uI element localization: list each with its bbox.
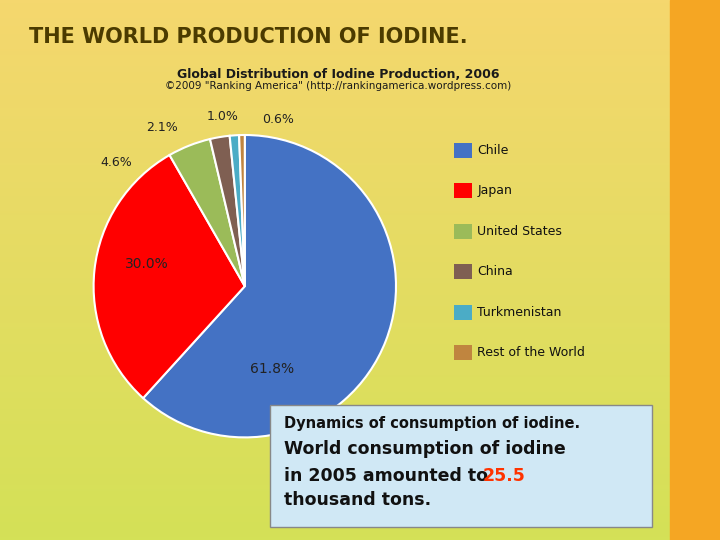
Text: Japan: Japan (477, 184, 512, 197)
Text: 4.6%: 4.6% (100, 156, 132, 168)
Text: thousand tons.: thousand tons. (284, 491, 431, 509)
Text: Chile: Chile (477, 144, 509, 157)
Text: THE WORLD PRODUCTION OF IODINE.: THE WORLD PRODUCTION OF IODINE. (29, 27, 467, 47)
Wedge shape (169, 139, 245, 286)
Text: Turkmenistan: Turkmenistan (477, 306, 562, 319)
Wedge shape (239, 135, 245, 286)
Bar (670, 0, 720, 540)
Text: 61.8%: 61.8% (250, 362, 294, 376)
Text: 25.5: 25.5 (482, 467, 526, 484)
Text: United States: United States (477, 225, 562, 238)
Text: ©2009 "Ranking America" (http://rankingamerica.wordpress.com): ©2009 "Ranking America" (http://rankinga… (166, 81, 511, 91)
Text: Rest of the World: Rest of the World (477, 346, 585, 359)
Wedge shape (143, 135, 396, 437)
Text: 30.0%: 30.0% (125, 256, 168, 271)
Wedge shape (230, 135, 245, 286)
Text: 0.6%: 0.6% (262, 113, 294, 126)
Text: Dynamics of consumption of iodine.: Dynamics of consumption of iodine. (284, 416, 580, 431)
Wedge shape (210, 136, 245, 286)
Text: Global Distribution of Iodine Production, 2006: Global Distribution of Iodine Production… (177, 68, 500, 82)
Wedge shape (94, 155, 245, 398)
Text: 1.0%: 1.0% (206, 110, 238, 123)
Text: China: China (477, 265, 513, 278)
Text: World consumption of iodine: World consumption of iodine (284, 440, 566, 457)
Text: in 2005 amounted to: in 2005 amounted to (284, 467, 495, 484)
Text: 2.1%: 2.1% (145, 121, 178, 134)
